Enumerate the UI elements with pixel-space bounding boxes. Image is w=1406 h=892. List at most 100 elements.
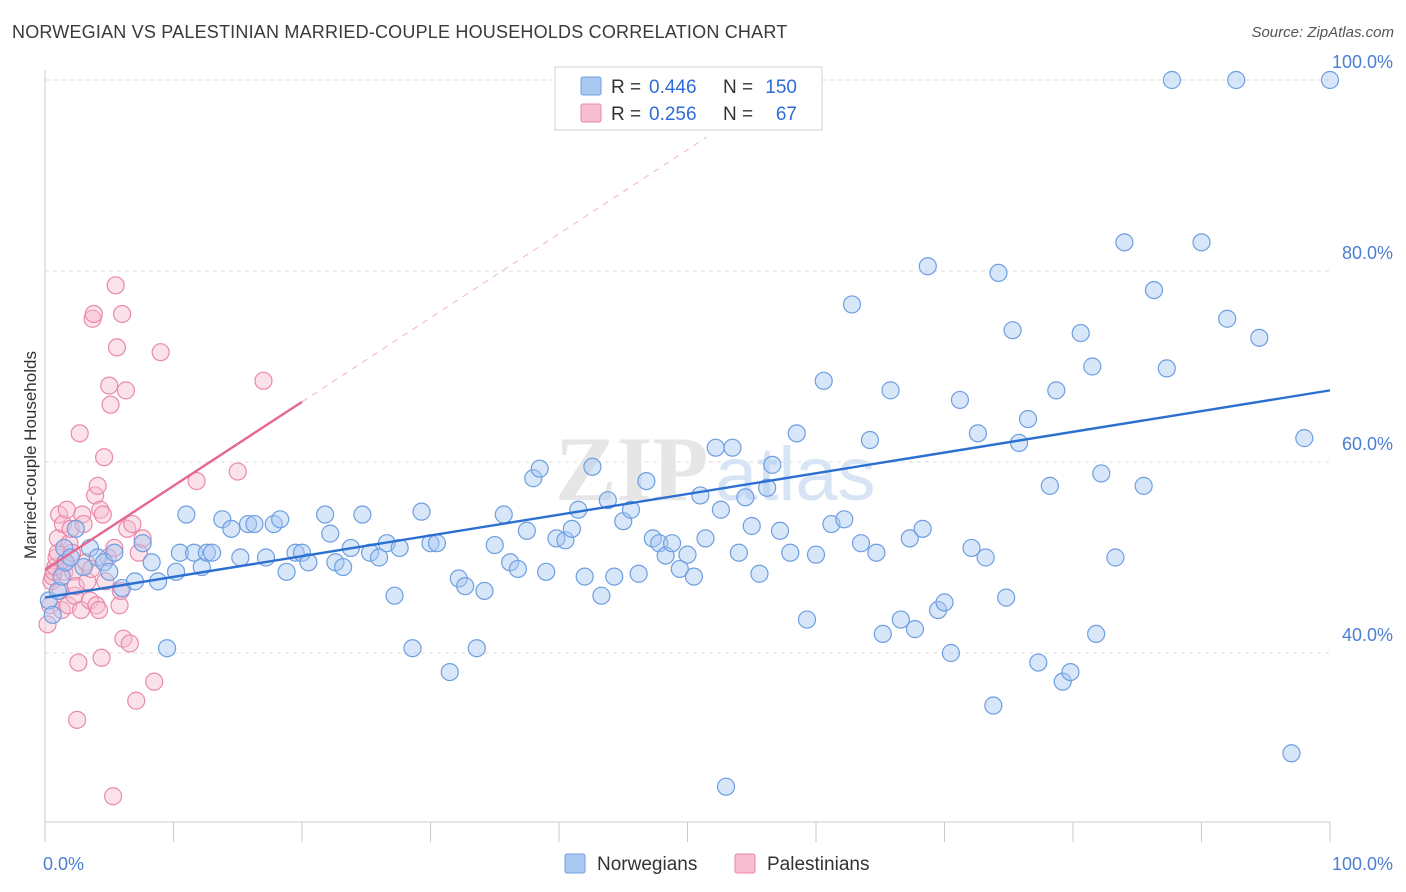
norwegians-point bbox=[605, 567, 624, 586]
norwegians-point bbox=[1192, 233, 1211, 252]
norwegians-point bbox=[1040, 476, 1059, 495]
norwegians-point bbox=[583, 457, 602, 476]
palestinians-point bbox=[228, 462, 247, 481]
norwegians-point bbox=[105, 543, 124, 562]
norwegians-point bbox=[353, 505, 372, 524]
norwegians-point bbox=[1106, 548, 1125, 567]
norwegians-point bbox=[547, 529, 566, 548]
norwegians-point bbox=[729, 543, 749, 562]
palestinians-point bbox=[92, 648, 111, 667]
norwegians-point bbox=[440, 662, 459, 682]
palestinians-trend-line bbox=[44, 400, 303, 571]
norwegians-point bbox=[598, 491, 617, 510]
norwegians-point bbox=[842, 295, 862, 314]
norwegians-point bbox=[1134, 476, 1153, 495]
palestinians-point bbox=[123, 514, 142, 534]
palestinians-point bbox=[66, 577, 85, 596]
legend-n-value: 150 bbox=[765, 77, 797, 98]
norwegians-point bbox=[66, 519, 85, 538]
norwegians-point bbox=[299, 553, 318, 572]
legend-n-label: N = bbox=[723, 77, 753, 98]
axes bbox=[44, 70, 1331, 842]
norwegians-point bbox=[52, 567, 71, 586]
norwegians-point bbox=[1115, 233, 1134, 252]
norwegians-points bbox=[39, 70, 1340, 796]
norwegians-trend-line bbox=[44, 389, 1331, 599]
palestinians-point bbox=[145, 672, 164, 691]
norwegians-point bbox=[530, 459, 549, 478]
norwegians-point bbox=[43, 605, 62, 624]
norwegians-point bbox=[1083, 357, 1102, 376]
norwegians-point bbox=[157, 639, 177, 658]
norwegians-point bbox=[662, 534, 682, 553]
norwegians-point bbox=[485, 535, 504, 555]
norwegians-point bbox=[716, 777, 736, 796]
norwegians-point bbox=[935, 593, 954, 612]
norwegians-point bbox=[984, 696, 1003, 715]
palestinians-point bbox=[104, 787, 123, 806]
norwegians-point bbox=[814, 371, 833, 390]
norwegians-point bbox=[1162, 70, 1182, 90]
norwegians-point bbox=[1157, 359, 1176, 378]
norwegians-point bbox=[736, 488, 755, 507]
norwegians-point bbox=[133, 534, 152, 553]
norwegians-point bbox=[202, 543, 222, 562]
norwegians-point bbox=[245, 514, 264, 534]
palestinians-point bbox=[106, 276, 125, 295]
norwegians-point bbox=[941, 643, 961, 663]
legend-n-label: N = bbox=[723, 104, 753, 125]
norwegians-point bbox=[449, 569, 468, 588]
y-tick-label: 100.0% bbox=[1332, 52, 1393, 72]
norwegians-point bbox=[524, 469, 543, 488]
legend-swatch-blue bbox=[580, 76, 602, 96]
norwegians-point bbox=[787, 424, 806, 443]
norwegians-point bbox=[100, 562, 119, 581]
palestinians-point bbox=[93, 505, 112, 524]
palestinians-point bbox=[91, 500, 110, 519]
norwegians-point bbox=[316, 505, 335, 524]
norwegians-point bbox=[231, 548, 250, 567]
norwegians-point bbox=[427, 534, 447, 553]
norwegians-point bbox=[913, 519, 932, 538]
norwegians-point bbox=[797, 610, 817, 629]
x-tick-label: 100.0% bbox=[1332, 854, 1393, 874]
palestinians-point bbox=[69, 653, 88, 672]
norwegians-point bbox=[763, 455, 782, 474]
legend-r-value: 0.446 bbox=[649, 77, 697, 98]
norwegians-point bbox=[456, 577, 475, 596]
palestinians-point bbox=[105, 538, 124, 558]
norwegians-point bbox=[806, 545, 826, 564]
norwegians-point bbox=[891, 610, 910, 629]
norwegians-point bbox=[637, 472, 656, 491]
norwegians-point bbox=[1227, 70, 1246, 90]
legend-n-value: 67 bbox=[776, 104, 797, 125]
norwegians-point bbox=[1009, 433, 1029, 452]
norwegians-point bbox=[851, 534, 871, 553]
norwegians-point bbox=[881, 381, 900, 400]
palestinians-point bbox=[68, 710, 87, 729]
palestinians-point bbox=[84, 304, 103, 324]
norwegians-point bbox=[370, 548, 389, 567]
norwegians-point bbox=[74, 557, 93, 577]
norwegians-point bbox=[976, 548, 995, 567]
norwegians-point bbox=[1053, 672, 1072, 691]
norwegians-point bbox=[575, 567, 594, 586]
norwegians-point bbox=[781, 543, 800, 562]
norwegians-point bbox=[758, 478, 777, 497]
norwegians-point bbox=[742, 516, 761, 536]
norwegians-point bbox=[177, 505, 196, 524]
norwegians-point bbox=[1047, 381, 1066, 400]
norwegians-point bbox=[670, 559, 689, 579]
watermark-atlas: atlas bbox=[715, 432, 876, 517]
norwegians-point bbox=[962, 538, 981, 558]
norwegians-point bbox=[277, 562, 296, 581]
norwegians-point bbox=[1003, 321, 1022, 340]
norwegians-point bbox=[621, 500, 641, 519]
norwegians-point bbox=[989, 263, 1008, 283]
palestinians-point bbox=[120, 634, 139, 653]
norwegians-point bbox=[412, 502, 431, 521]
bottom-legend-swatch-palestinians bbox=[734, 853, 756, 874]
chart-title: NORWEGIAN VS PALESTINIAN MARRIED-COUPLE … bbox=[12, 22, 788, 42]
norwegians-point bbox=[750, 564, 769, 583]
